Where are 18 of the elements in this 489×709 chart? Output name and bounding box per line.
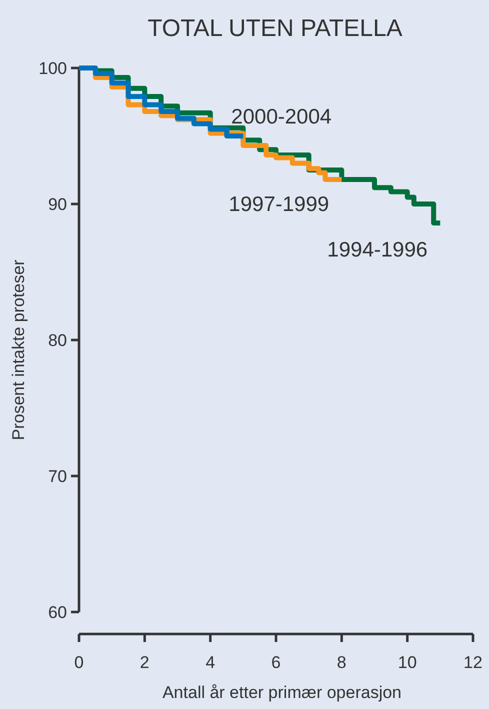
x-tick-label: 6 xyxy=(271,653,281,672)
y-tick-label: 100 xyxy=(38,58,67,78)
y-tick-label: 70 xyxy=(48,466,67,486)
y-tick-label: 90 xyxy=(48,194,67,214)
y-tick-label: 80 xyxy=(48,330,67,350)
x-tick-label: 0 xyxy=(74,653,84,672)
x-tick-label: 2 xyxy=(140,653,150,672)
x-axis-title: Antall år etter primær operasjon xyxy=(162,683,402,702)
x-tick-label: 12 xyxy=(464,653,482,672)
series-label: 1997-1999 xyxy=(228,192,330,216)
series-label: 2000-2004 xyxy=(231,105,332,128)
chart-title: TOTAL UTEN PATELLA xyxy=(148,15,402,42)
x-tick-label: 8 xyxy=(336,653,346,672)
y-axis-title: Prosent intakte proteser xyxy=(9,259,28,440)
y-tick-label: 60 xyxy=(48,602,67,622)
series-label: 1994-1996 xyxy=(327,238,428,262)
x-tick-label: 4 xyxy=(206,653,216,672)
x-tick-label: 10 xyxy=(398,653,417,672)
